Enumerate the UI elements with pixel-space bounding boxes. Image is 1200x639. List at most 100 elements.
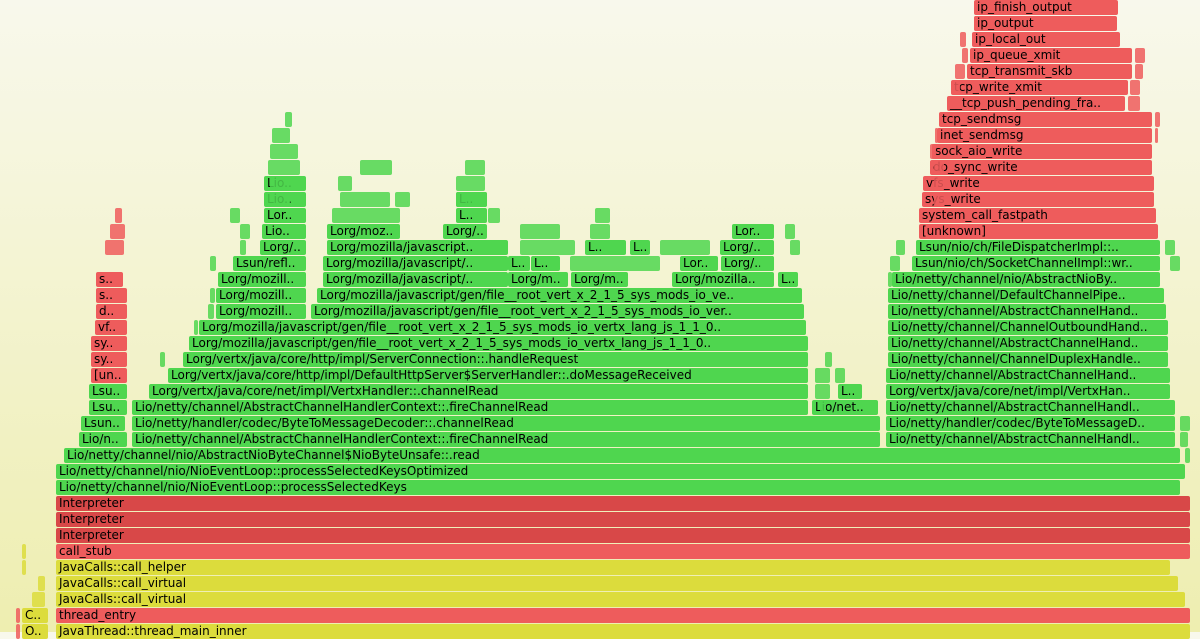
stack-frame[interactable]: s.. bbox=[96, 288, 127, 303]
stack-frame[interactable]: do_sync_write bbox=[930, 160, 1152, 175]
stack-frame-sliver[interactable] bbox=[210, 288, 215, 303]
stack-frame[interactable]: tcp_write_xmit bbox=[951, 80, 1128, 95]
stack-frame-sliver[interactable] bbox=[815, 384, 830, 399]
stack-frame-sliver[interactable] bbox=[360, 160, 392, 175]
stack-frame-sliver[interactable] bbox=[790, 240, 800, 255]
stack-frame-sliver[interactable] bbox=[210, 256, 216, 271]
stack-frame[interactable]: Lio/n.. bbox=[79, 432, 127, 447]
stack-frame-sliver[interactable] bbox=[934, 176, 944, 191]
stack-frame[interactable]: Lsu.. bbox=[89, 384, 127, 399]
stack-frame-sliver[interactable] bbox=[930, 144, 936, 159]
stack-frame-sliver[interactable] bbox=[265, 192, 290, 207]
stack-frame-sliver[interactable] bbox=[488, 208, 500, 223]
stack-frame-sliver[interactable] bbox=[1185, 448, 1190, 463]
stack-frame[interactable]: L.. bbox=[508, 256, 530, 271]
stack-frame[interactable]: Lio/netty/channel/AbstractChannelHandler… bbox=[132, 432, 880, 447]
stack-frame-sliver[interactable] bbox=[935, 128, 938, 143]
stack-frame[interactable]: Lorg/vertx/java/core/net/impl/VertxHan.. bbox=[886, 384, 1170, 399]
stack-frame[interactable]: Lorg/mozilla/javascript/.. bbox=[323, 272, 508, 287]
stack-frame[interactable]: L.. bbox=[585, 240, 626, 255]
stack-frame[interactable]: tcp_transmit_skb bbox=[967, 64, 1132, 79]
stack-frame-sliver[interactable] bbox=[955, 64, 965, 79]
stack-frame[interactable]: Lorg/vertx/java/core/http/impl/DefaultHt… bbox=[168, 368, 808, 383]
stack-frame[interactable]: Lio/netty/channel/ChannelDuplexHandle.. bbox=[888, 352, 1168, 367]
stack-frame[interactable]: ip_finish_output bbox=[974, 0, 1118, 15]
stack-frame-sliver[interactable] bbox=[270, 144, 298, 159]
stack-frame[interactable]: Lor.. bbox=[264, 208, 306, 223]
stack-frame[interactable]: JavaCalls::call_virtual bbox=[56, 576, 1178, 591]
stack-frame-sliver[interactable] bbox=[1155, 128, 1158, 143]
stack-frame[interactable]: Lorg/.. bbox=[260, 240, 306, 255]
stack-frame[interactable]: Lorg/.. bbox=[720, 240, 774, 255]
stack-frame[interactable]: Lorg/mozilla/javascript.. bbox=[327, 240, 508, 255]
stack-frame[interactable]: Interpreter bbox=[56, 512, 1190, 527]
stack-frame[interactable]: [unknown] bbox=[919, 224, 1158, 239]
stack-frame[interactable]: Lsun.. bbox=[81, 416, 125, 431]
stack-frame-sliver[interactable] bbox=[110, 224, 125, 239]
stack-frame[interactable]: Lorg/.. bbox=[443, 224, 487, 239]
stack-frame-sliver[interactable] bbox=[962, 48, 968, 63]
stack-frame-sliver[interactable] bbox=[1155, 112, 1160, 127]
stack-frame-sliver[interactable] bbox=[1165, 240, 1175, 255]
stack-frame[interactable]: Lorg/mozill.. bbox=[216, 304, 306, 319]
stack-frame-sliver[interactable] bbox=[660, 240, 710, 255]
stack-frame[interactable]: Lio/net.. bbox=[812, 400, 878, 415]
stack-frame-sliver[interactable] bbox=[1128, 96, 1140, 111]
stack-frame-sliver[interactable] bbox=[590, 224, 610, 239]
stack-frame[interactable]: Lor.. bbox=[680, 256, 718, 271]
stack-frame[interactable]: Lsu.. bbox=[89, 400, 127, 415]
stack-frame[interactable]: tcp_sendmsg bbox=[939, 112, 1152, 127]
stack-frame-sliver[interactable] bbox=[960, 32, 966, 47]
stack-frame-sliver[interactable] bbox=[456, 176, 485, 191]
stack-frame[interactable]: Lio/netty/handler/codec/ByteToMessageD.. bbox=[886, 416, 1175, 431]
stack-frame[interactable]: ip_output bbox=[974, 16, 1117, 31]
stack-frame[interactable]: JavaCalls::call_helper bbox=[56, 560, 1170, 575]
stack-frame[interactable]: Lio/netty/handler/codec/ByteToMessageDec… bbox=[132, 416, 880, 431]
stack-frame-sliver[interactable] bbox=[1180, 416, 1190, 431]
stack-frame[interactable]: Lorg/m.. bbox=[571, 272, 628, 287]
stack-frame-sliver[interactable] bbox=[194, 320, 198, 335]
stack-frame[interactable]: L.. bbox=[456, 208, 487, 223]
stack-frame[interactable]: Lorg/mozill.. bbox=[216, 288, 306, 303]
stack-frame-sliver[interactable] bbox=[338, 176, 352, 191]
stack-frame-sliver[interactable] bbox=[1135, 64, 1143, 79]
stack-frame[interactable]: Lorg/mozill.. bbox=[218, 272, 306, 287]
stack-frame-sliver[interactable] bbox=[32, 592, 45, 607]
stack-frame-sliver[interactable] bbox=[520, 240, 575, 255]
stack-frame-sliver[interactable] bbox=[835, 368, 845, 383]
stack-frame-sliver[interactable] bbox=[820, 400, 826, 415]
stack-frame-sliver[interactable] bbox=[115, 208, 122, 223]
stack-frame[interactable]: Lio/netty/channel/nio/AbstractNioByteCha… bbox=[64, 448, 1180, 463]
stack-frame[interactable]: Lorg/mozilla/javascript/gen/file__root_v… bbox=[189, 336, 808, 351]
stack-frame-sliver[interactable] bbox=[934, 160, 944, 175]
stack-frame[interactable]: Lio/netty/channel/nio/NioEventLoop::proc… bbox=[56, 464, 1185, 479]
stack-frame[interactable]: Lorg/mozilla/javascript/.. bbox=[323, 256, 508, 271]
stack-frame-sliver[interactable] bbox=[230, 208, 240, 223]
stack-frame[interactable]: ip_queue_xmit bbox=[970, 48, 1132, 63]
stack-frame[interactable]: Interpreter bbox=[56, 496, 1190, 511]
stack-frame-sliver[interactable] bbox=[888, 272, 892, 287]
stack-frame-sliver[interactable] bbox=[160, 352, 165, 367]
stack-frame[interactable]: Lorg/mozilla/javascript/gen/file__root_v… bbox=[311, 304, 804, 319]
stack-frame-sliver[interactable] bbox=[395, 192, 410, 207]
stack-frame[interactable]: Lsun/nio/ch/SocketChannelImpl::wr.. bbox=[912, 256, 1160, 271]
stack-frame[interactable]: sy.. bbox=[91, 336, 127, 351]
stack-frame[interactable]: L.. bbox=[531, 256, 560, 271]
stack-frame-sliver[interactable] bbox=[240, 224, 250, 239]
stack-frame-sliver[interactable] bbox=[105, 240, 124, 255]
stack-frame[interactable]: ip_local_out bbox=[972, 32, 1120, 47]
stack-frame-sliver[interactable] bbox=[890, 256, 900, 271]
stack-frame-sliver[interactable] bbox=[570, 256, 660, 271]
stack-frame-sliver[interactable] bbox=[896, 240, 905, 255]
stack-frame[interactable]: [un.. bbox=[91, 368, 127, 383]
stack-frame[interactable]: system_call_fastpath bbox=[919, 208, 1156, 223]
stack-frame[interactable]: Lio/netty/channel/AbstractChannelHand.. bbox=[888, 304, 1166, 319]
stack-frame-sliver[interactable] bbox=[240, 240, 246, 255]
stack-frame[interactable]: Lorg/mozilla.. bbox=[672, 272, 774, 287]
stack-frame[interactable]: s.. bbox=[96, 272, 123, 287]
stack-frame[interactable]: C.. bbox=[22, 608, 48, 623]
stack-frame[interactable]: L.. bbox=[838, 384, 862, 399]
stack-frame[interactable]: JavaCalls::call_virtual bbox=[56, 592, 1185, 607]
stack-frame-sliver[interactable] bbox=[1135, 48, 1145, 63]
stack-frame[interactable]: Lio/netty/channel/AbstractChannelHand.. bbox=[888, 336, 1168, 351]
